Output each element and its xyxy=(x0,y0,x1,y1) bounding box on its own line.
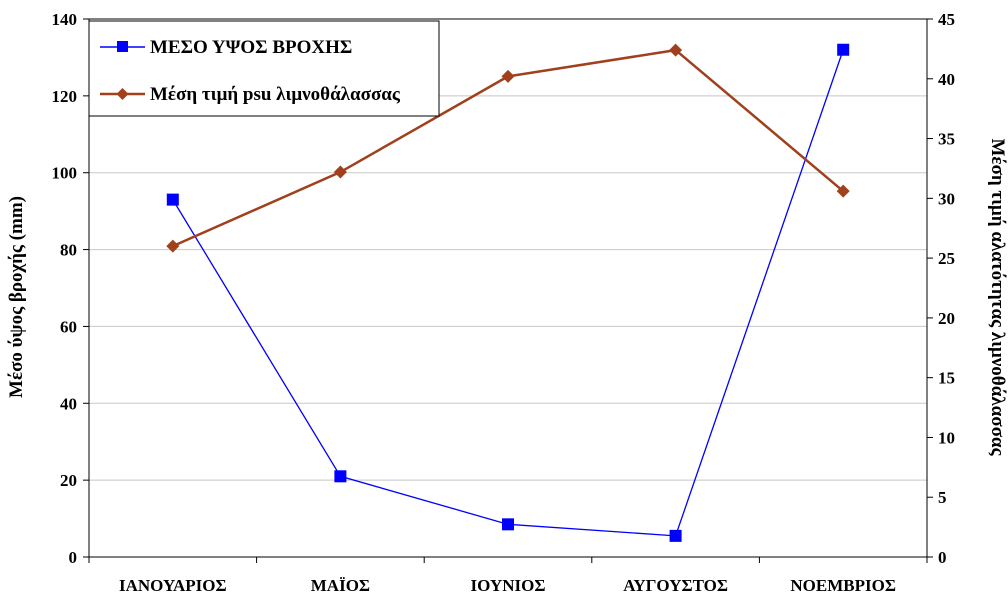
series-line xyxy=(172,49,844,537)
data-point-square xyxy=(502,518,514,531)
series-layer xyxy=(166,43,850,542)
left-tick-label: 120 xyxy=(52,87,78,106)
legend-label-salinity: Μέση τιμή psu λιμνοθάλασσας xyxy=(150,84,401,105)
data-point-diamond xyxy=(669,43,683,57)
series-salinity xyxy=(166,43,850,253)
category-label: ΜΑΪΟΣ xyxy=(311,576,370,595)
data-point-square xyxy=(669,529,682,542)
category-axis-ticks: ΙΑΝΟΥΑΡΙΟΣ ΜΑΪΟΣ ΙΟΥΝΙΟΣ ΑΥΓΟΥΣΤΟΣ ΝΟΕΜΒΡΙΟΣ xyxy=(88,557,928,595)
right-tick-label: 10 xyxy=(938,428,955,447)
data-point-diamond xyxy=(836,184,850,198)
category-label: ΑΥΓΟΥΣΤΟΣ xyxy=(623,576,728,595)
category-label: ΝΟΕΜΒΡΙΟΣ xyxy=(790,576,896,595)
right-tick-label: 5 xyxy=(938,488,947,507)
right-tick-label: 0 xyxy=(938,548,947,567)
left-tick-label: 40 xyxy=(60,394,77,413)
left-tick-label: 20 xyxy=(60,471,77,490)
category-label: ΙΑΝΟΥΑΡΙΟΣ xyxy=(119,576,227,595)
right-tick-label: 35 xyxy=(938,130,955,149)
data-point-square xyxy=(837,43,850,56)
data-point-diamond xyxy=(166,239,180,253)
left-axis-ticks: 0 20 40 60 80 100 120 140 xyxy=(52,10,89,567)
right-tick-label: 40 xyxy=(938,70,955,89)
left-axis-title: Μέσο ύψος βροχής (mm) xyxy=(6,196,27,398)
right-axis-title: Μέση τιμή αλατότητας λιμνοθάλασσας xyxy=(987,138,1008,456)
left-tick-label: 140 xyxy=(52,10,78,29)
data-point-diamond xyxy=(333,165,347,179)
right-tick-label: 30 xyxy=(938,189,955,208)
legend-marker-rain xyxy=(117,41,128,52)
data-point-square xyxy=(166,193,179,206)
left-tick-label: 0 xyxy=(69,548,78,567)
legend-box xyxy=(88,20,440,117)
legend-marker-salinity xyxy=(116,88,129,100)
right-axis-ticks: 0 5 10 15 20 25 30 35 40 45 xyxy=(927,10,955,567)
series-rainfall xyxy=(166,43,850,542)
left-tick-label: 60 xyxy=(60,317,77,336)
data-point-diamond xyxy=(501,69,515,83)
right-tick-label: 15 xyxy=(938,369,955,388)
category-label: ΙΟΥΝΙΟΣ xyxy=(471,576,546,595)
left-tick-label: 100 xyxy=(52,164,78,183)
legend: ΜΕΣΟ ΥΨΟΣ ΒΡΟΧΗΣ Μέση τιμή psu λιμνοθάλα… xyxy=(88,20,440,117)
right-tick-label: 20 xyxy=(938,309,955,328)
right-tick-label: 45 xyxy=(938,10,955,29)
data-point-square xyxy=(334,470,347,483)
legend-label-rain: ΜΕΣΟ ΥΨΟΣ ΒΡΟΧΗΣ xyxy=(150,37,352,58)
right-tick-label: 25 xyxy=(938,249,955,268)
left-tick-label: 80 xyxy=(60,241,77,260)
